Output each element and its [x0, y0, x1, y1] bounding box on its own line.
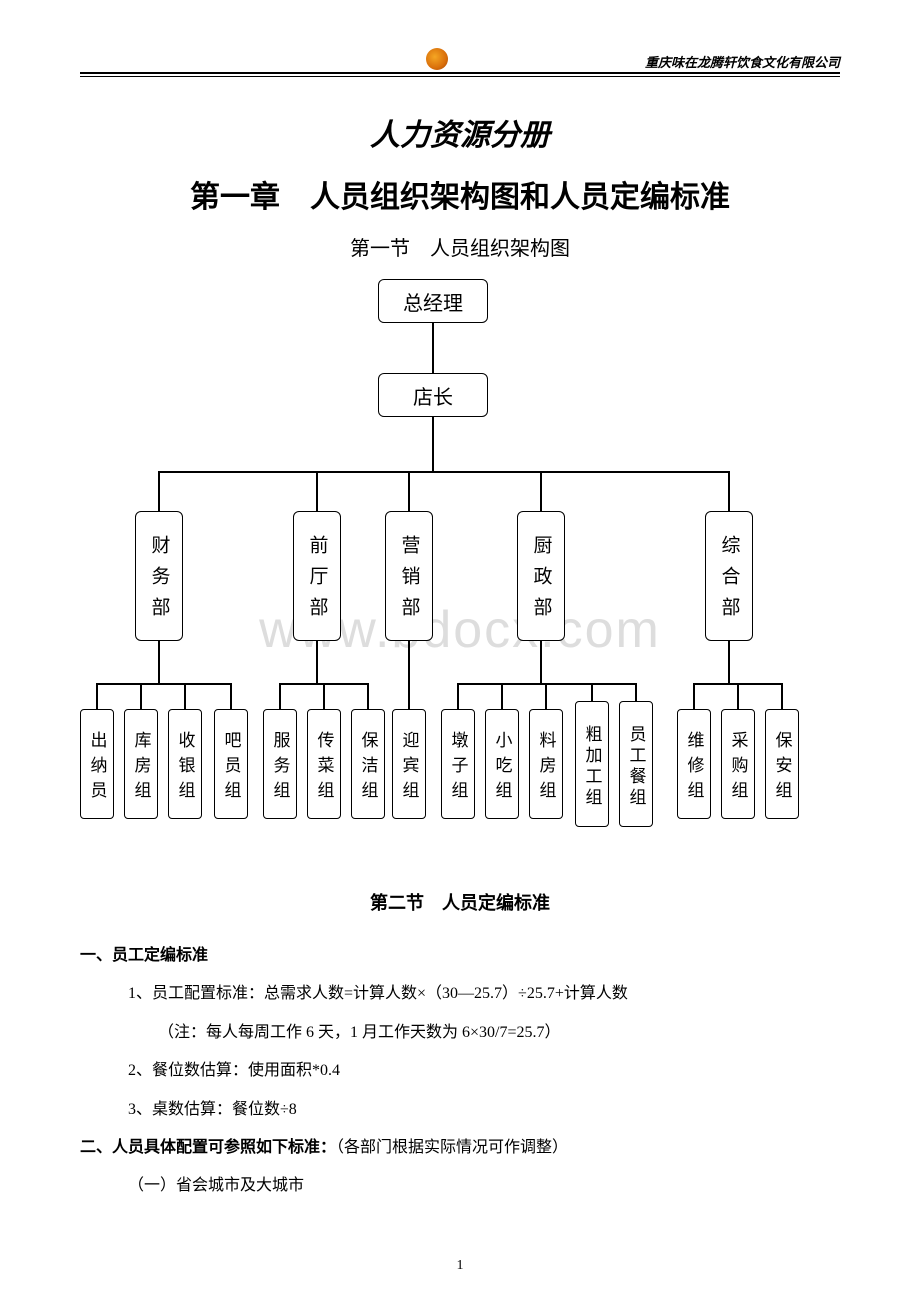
- page-container: 重庆味在龙腾轩饮食文化有限公司 人力资源分册 第一章 人员组织架构图和人员定编标…: [0, 0, 920, 1236]
- leaf-service: 服务组: [263, 709, 297, 819]
- connector: [540, 471, 542, 511]
- connector: [781, 683, 783, 709]
- company-name: 重庆味在龙腾轩饮食文化有限公司: [645, 52, 840, 71]
- node-dept-fronthall: 前厅部: [293, 511, 341, 641]
- para-1: 1、员工配置标准：总需求人数=计算人数×（30—25.7）÷25.7+计算人数: [80, 975, 840, 1013]
- para-1-note: （注：每人每周工作 6 天，1 月工作天数为 6×30/7=25.7）: [80, 1014, 840, 1052]
- node-manager: 店长: [378, 373, 488, 417]
- connector: [432, 323, 434, 373]
- body-text: 一、员工定编标准 1、员工配置标准：总需求人数=计算人数×（30—25.7）÷2…: [80, 937, 840, 1206]
- connector: [457, 683, 459, 709]
- section2-title: 第二节 人员定编标准: [80, 889, 840, 915]
- heading-2-bold: 二、人员具体配置可参照如下标准：: [80, 1139, 336, 1156]
- connector: [316, 471, 318, 511]
- connector: [693, 683, 695, 709]
- connector: [230, 683, 232, 709]
- node-dept-general: 综合部: [705, 511, 753, 641]
- connector: [367, 683, 369, 709]
- connector: [457, 683, 637, 685]
- connector: [158, 471, 160, 511]
- heading-2-note: （各部门根据实际情况可作调整）: [336, 1139, 568, 1156]
- node-dept-marketing: 营销部: [385, 511, 433, 641]
- connector: [728, 641, 730, 683]
- leaf-dunzi: 墩子组: [441, 709, 475, 819]
- logo-icon: [426, 48, 448, 70]
- leaf-receipt: 收银组: [168, 709, 202, 819]
- leaf-staffmeal: 员工餐组: [619, 701, 653, 827]
- connector: [501, 683, 503, 709]
- heading-2: 二、人员具体配置可参照如下标准：（各部门根据实际情况可作调整）: [80, 1129, 840, 1167]
- leaf-maintenance: 维修组: [677, 709, 711, 819]
- connector: [279, 683, 281, 709]
- leaf-bar: 吧员组: [214, 709, 248, 819]
- section1-title: 第一节 人员组织架构图: [80, 232, 840, 261]
- leaf-snack: 小吃组: [485, 709, 519, 819]
- header-rule-thin: [80, 76, 840, 77]
- org-chart: 总经理 店长 财务部 前厅部 营销部 厨政部 综合部: [80, 279, 840, 859]
- connector: [316, 641, 318, 683]
- connector: [737, 683, 739, 709]
- heading-1: 一、员工定编标准: [80, 937, 840, 975]
- connector: [158, 641, 160, 683]
- header-rule-thick: [80, 72, 840, 74]
- leaf-greeter: 迎宾组: [392, 709, 426, 819]
- para-2: 2、餐位数估算：使用面积*0.4: [80, 1052, 840, 1090]
- node-gm: 总经理: [378, 279, 488, 323]
- leaf-sauce: 料房组: [529, 709, 563, 819]
- connector: [96, 683, 232, 685]
- connector: [96, 683, 98, 709]
- para-3: 3、桌数估算：餐位数÷8: [80, 1091, 840, 1129]
- leaf-cashier: 出纳员: [80, 709, 114, 819]
- connector: [432, 417, 434, 471]
- document-title: 人力资源分册: [80, 110, 840, 154]
- connector: [140, 683, 142, 709]
- page-number: 1: [0, 1258, 920, 1274]
- connector: [184, 683, 186, 709]
- connector: [728, 471, 730, 511]
- connector: [408, 471, 410, 511]
- node-dept-finance: 财务部: [135, 511, 183, 641]
- connector: [540, 641, 542, 683]
- connector: [408, 641, 410, 709]
- leaf-security: 保安组: [765, 709, 799, 819]
- leaf-warehouse: 库房组: [124, 709, 158, 819]
- leaf-cleaning: 保洁组: [351, 709, 385, 819]
- connector: [545, 683, 547, 709]
- node-dept-kitchen: 厨政部: [517, 511, 565, 641]
- subheading-1: （一）省会城市及大城市: [80, 1167, 840, 1205]
- connector: [158, 471, 730, 473]
- chapter-title: 第一章 人员组织架构图和人员定编标准: [80, 172, 840, 216]
- leaf-runner: 传菜组: [307, 709, 341, 819]
- connector: [323, 683, 325, 709]
- leaf-procure: 采购组: [721, 709, 755, 819]
- leaf-prep: 粗加工组: [575, 701, 609, 827]
